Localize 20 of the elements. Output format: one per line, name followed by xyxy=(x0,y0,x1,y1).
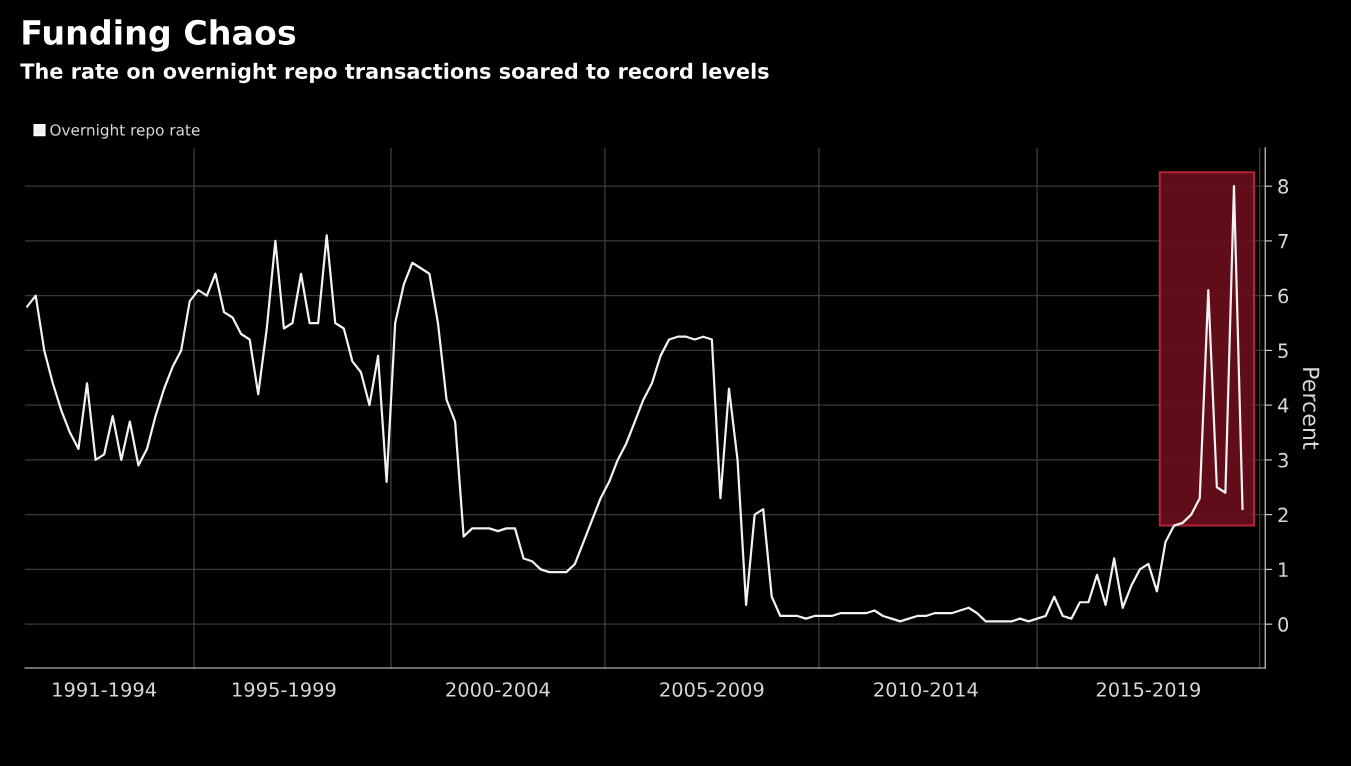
x-tick-label: 2010-2014 xyxy=(874,682,978,697)
x-tick-label: 1991-1994 xyxy=(53,682,157,697)
x-tick-label: 1995-1999 xyxy=(233,682,336,697)
y-tick-label: 4 xyxy=(1277,398,1289,413)
chart-subtitle: The rate on overnight repo transactions soared to record levels xyxy=(20,62,769,84)
y-tick-label: 8 xyxy=(1278,179,1289,194)
x-tick-label: 2005-2009 xyxy=(660,682,764,697)
y-tick-label: 1 xyxy=(1279,562,1288,577)
legend-label: Overnight repo rate xyxy=(50,123,200,139)
y-axis-title: Percent xyxy=(1302,368,1320,450)
y-tick-label: 5 xyxy=(1278,343,1288,359)
y-tick-label: 3 xyxy=(1278,452,1288,468)
x-tick-label: 2000-2004 xyxy=(446,682,550,697)
chart-title: Funding Chaos xyxy=(23,19,296,52)
y-tick-label: 6 xyxy=(1278,288,1289,304)
y-tick-label: 7 xyxy=(1278,234,1288,249)
line-series xyxy=(26,185,1244,623)
y-tick-label: 2 xyxy=(1278,507,1288,523)
x-tick-label: 2015-2019 xyxy=(1096,682,1200,697)
y-tick-label: 0 xyxy=(1278,617,1289,632)
